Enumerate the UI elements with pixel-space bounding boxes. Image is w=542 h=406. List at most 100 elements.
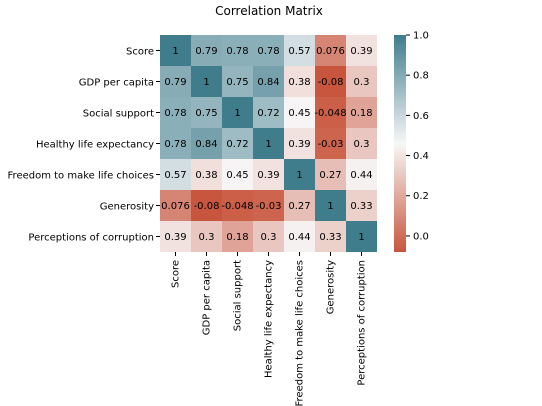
x-axis-label: Social support <box>233 260 244 331</box>
heatmap-cell-label: 0.75 <box>195 108 217 119</box>
x-axis-label: Score <box>171 260 182 288</box>
heatmap-cell-label: 0.076 <box>316 46 345 57</box>
heatmap-cell-label: 1 <box>234 108 240 119</box>
heatmap-cell-label: 0.3 <box>354 139 370 150</box>
heatmap-cell <box>315 97 346 128</box>
heatmap-cell <box>315 221 346 252</box>
heatmap-cell-labels: 1 0.79 0.78 0.78 0.57 0.076 0.39 0.79 1 0.75 0.84 0… <box>161 46 372 243</box>
heatmap-cell-label: 0.38 <box>288 77 310 88</box>
heatmap-cell-label: 0.44 <box>350 170 372 181</box>
heatmap-cell-label: 1 <box>327 201 333 212</box>
x-axis-label: Healthy life expectancy <box>264 260 275 378</box>
y-axis-label: Score <box>126 47 154 58</box>
heatmap-cell <box>315 159 346 190</box>
colorbar-tick-label: 1.0 <box>413 31 429 42</box>
heatmap-cell-label: 1 <box>172 46 178 57</box>
heatmap-cell <box>284 128 315 159</box>
colorbar-tick-label: 0.0 <box>413 231 429 242</box>
heatmap-cell-label: 0.57 <box>288 46 310 57</box>
heatmap-cell <box>253 35 284 66</box>
colorbar-tick-label: 0.2 <box>413 191 429 202</box>
heatmap-cell-label: -0.03 <box>318 139 344 150</box>
colorbar-tick-label: 0.8 <box>413 71 429 82</box>
heatmap-cell-label: 0.076 <box>161 201 190 212</box>
heatmap-cell-label: 0.18 <box>226 232 248 243</box>
heatmap-cell <box>160 97 191 128</box>
heatmap-cell <box>253 159 284 190</box>
heatmap-cell-label: 0.38 <box>195 170 217 181</box>
heatmap-cell <box>222 221 253 252</box>
colorbar: 0.0 0.2 0.4 0.6 0.8 1.0 <box>394 31 429 252</box>
heatmap-cell <box>222 190 253 221</box>
y-axis-label: Generosity <box>100 202 154 213</box>
heatmap-cell-label: 1 <box>203 77 209 88</box>
heatmap-cell <box>191 221 222 252</box>
heatmap-cell-label: 0.39 <box>350 46 372 57</box>
heatmap-cell <box>222 66 253 97</box>
heatmap-cell <box>315 66 346 97</box>
heatmap-cell-label: 0.72 <box>226 139 248 150</box>
heatmap-cell <box>253 97 284 128</box>
heatmap-cell-label: -0.03 <box>256 201 282 212</box>
heatmap-cell-label: 0.79 <box>195 46 217 57</box>
heatmap-cell <box>191 97 222 128</box>
heatmap-cell <box>160 190 191 221</box>
heatmap-cell <box>253 66 284 97</box>
heatmap-cell-label: 0.3 <box>261 232 277 243</box>
heatmap-cell-label: 0.78 <box>164 139 186 150</box>
heatmap-cell <box>346 159 377 190</box>
heatmap-cell-label: 0.78 <box>226 46 248 57</box>
heatmap-cell <box>222 128 253 159</box>
heatmap-cell <box>253 190 284 221</box>
heatmap-cell <box>346 221 377 252</box>
colorbar-tick-label: 0.6 <box>413 111 429 122</box>
heatmap-cell <box>284 221 315 252</box>
heatmap-cell-label: 0.72 <box>257 108 279 119</box>
heatmap-cell <box>284 159 315 190</box>
chart-title: Correlation Matrix <box>215 4 323 18</box>
heatmap-cell <box>346 35 377 66</box>
heatmap-cell-label: -0.048 <box>314 108 346 119</box>
heatmap-cell <box>191 159 222 190</box>
x-axis-label: Perceptions of corruption <box>357 260 368 386</box>
heatmap-cell-label: 0.45 <box>288 108 310 119</box>
x-axis-label: Generosity <box>326 260 337 314</box>
heatmap-cell-label: 0.78 <box>164 108 186 119</box>
heatmap-cell <box>160 66 191 97</box>
heatmap-cell <box>315 128 346 159</box>
heatmap-cell <box>346 128 377 159</box>
heatmap-cell-label: -0.08 <box>194 201 220 212</box>
heatmap-cell-label: 0.44 <box>288 232 310 243</box>
heatmap-cell <box>284 35 315 66</box>
heatmap-cell <box>284 97 315 128</box>
heatmap-cell-label: -0.08 <box>318 77 344 88</box>
heatmap-cell-label: 0.75 <box>226 77 248 88</box>
heatmap-cell-label: 0.33 <box>350 201 372 212</box>
heatmap-cell <box>346 190 377 221</box>
heatmap-cell <box>191 35 222 66</box>
heatmap-cell-label: 0.39 <box>257 170 279 181</box>
heatmap-cell-label: 0.33 <box>319 232 341 243</box>
heatmap-cell <box>222 97 253 128</box>
heatmap-cell-label: 0.3 <box>354 77 370 88</box>
heatmap-cell <box>222 159 253 190</box>
heatmap-cell <box>222 35 253 66</box>
colorbar-tick-label: 0.4 <box>413 151 429 162</box>
heatmap-cell <box>253 221 284 252</box>
heatmap-cell-label: 1 <box>358 232 364 243</box>
y-axis-label: Perceptions of corruption <box>28 233 154 244</box>
heatmap-cell <box>160 221 191 252</box>
heatmap-cell-label: 1 <box>296 170 302 181</box>
y-axis-label: Healthy life expectancy <box>36 140 154 151</box>
heatmap-cell <box>346 97 377 128</box>
heatmap-cell-label: 1 <box>265 139 271 150</box>
y-axis-labels: Score GDP per capita Social support Healthy… <box>8 47 160 244</box>
heatmap-cell <box>253 128 284 159</box>
heatmap-cell <box>191 190 222 221</box>
heatmap-cell <box>315 190 346 221</box>
heatmap-cell-label: 0.18 <box>350 108 372 119</box>
heatmap-cell <box>160 128 191 159</box>
heatmap-cell-label: 0.3 <box>199 232 215 243</box>
heatmap-cell-label: 0.27 <box>319 170 341 181</box>
x-axis-labels: Score GDP per capita Social support Healthy… <box>171 252 368 406</box>
